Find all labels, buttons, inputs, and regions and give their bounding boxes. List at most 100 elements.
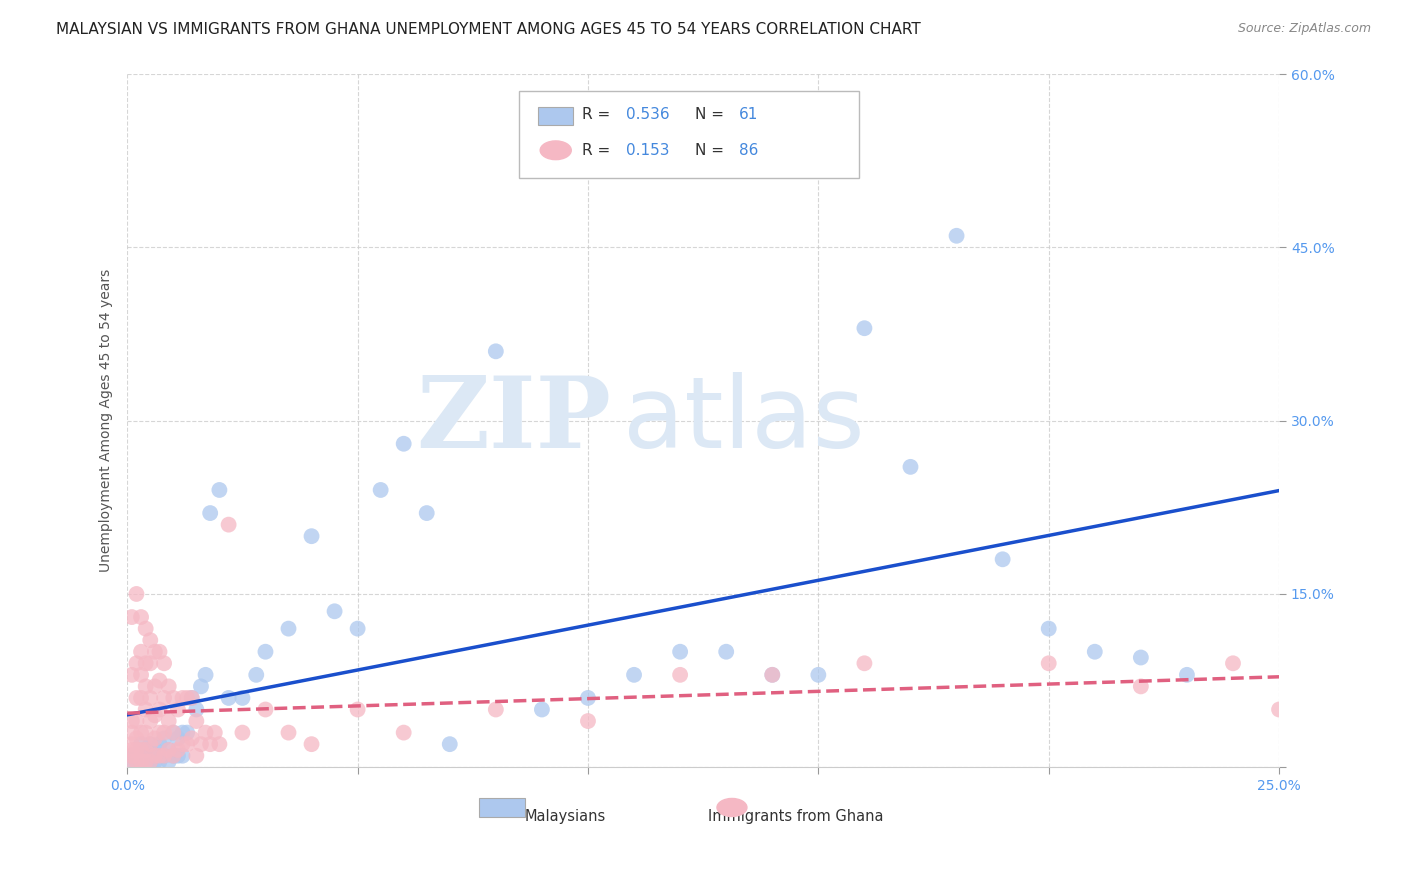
Point [186,748,208,763]
Point [139,633,162,648]
Point [162,690,184,705]
Point [198,737,221,751]
Text: N =: N = [695,143,728,158]
Point [346,622,368,636]
Point [254,645,277,659]
Point [1084,645,1107,659]
Point [346,702,368,716]
Point [125,743,148,757]
Point [153,657,176,671]
Point [121,714,143,728]
Text: MALAYSIAN VS IMMIGRANTS FROM GHANA UNEMPLOYMENT AMONG AGES 45 TO 54 YEARS CORREL: MALAYSIAN VS IMMIGRANTS FROM GHANA UNEMP… [56,22,921,37]
Point [669,668,692,682]
Point [157,714,180,728]
Point [153,748,176,763]
Point [129,610,152,624]
Point [129,690,152,705]
Point [143,645,166,659]
Point [148,645,170,659]
Point [392,436,415,450]
Point [135,743,157,757]
Text: N =: N = [695,107,728,121]
Point [198,506,221,520]
Point [807,668,830,682]
Point [143,731,166,746]
Point [148,725,170,739]
Point [669,645,692,659]
Text: ZIP: ZIP [416,372,612,469]
Point [323,604,346,618]
Point [1175,668,1198,682]
Point [176,737,198,751]
Point [576,690,599,705]
Point [172,737,194,751]
Point [416,506,439,520]
Point [129,737,152,751]
Point [135,702,157,716]
Point [1129,679,1152,693]
Text: 86: 86 [740,143,758,158]
Point [180,731,202,746]
Point [231,690,253,705]
Point [167,731,190,746]
Point [231,725,253,739]
Point [157,679,180,693]
Text: atlas: atlas [623,372,865,469]
Point [157,743,180,757]
Point [121,755,143,769]
Point [991,552,1014,566]
Point [277,725,299,739]
Point [623,668,645,682]
Point [180,690,202,705]
Point [139,657,162,671]
Point [143,708,166,723]
Point [135,679,157,693]
Point [153,731,176,746]
Point [135,657,157,671]
Point [125,755,148,769]
Point [194,725,217,739]
Point [129,755,152,769]
Point [167,743,190,757]
Point [139,755,162,769]
Point [576,714,599,728]
Point [167,702,190,716]
Point [135,622,157,636]
Point [900,459,922,474]
Point [301,737,323,751]
Point [148,673,170,688]
Point [148,702,170,716]
Text: 0.153: 0.153 [626,143,669,158]
Point [1222,657,1244,671]
Point [129,645,152,659]
Point [176,690,198,705]
Point [129,743,152,757]
Point [761,668,783,682]
Point [143,679,166,693]
Point [245,668,267,682]
Point [1038,657,1060,671]
Point [148,748,170,763]
Text: 0.536: 0.536 [626,107,669,121]
Point [139,737,162,751]
Point [121,748,143,763]
Point [125,731,148,746]
Point [125,714,148,728]
Point [761,668,783,682]
Point [167,748,190,763]
Point [135,748,157,763]
Point [129,668,152,682]
Point [176,725,198,739]
Point [153,725,176,739]
Point [162,725,184,739]
Point [135,755,157,769]
Point [172,690,194,705]
Point [121,668,143,682]
Text: R =: R = [582,107,616,121]
Point [172,748,194,763]
Point [139,690,162,705]
Point [121,737,143,751]
Point [485,702,508,716]
Point [853,657,876,671]
Point [190,737,212,751]
